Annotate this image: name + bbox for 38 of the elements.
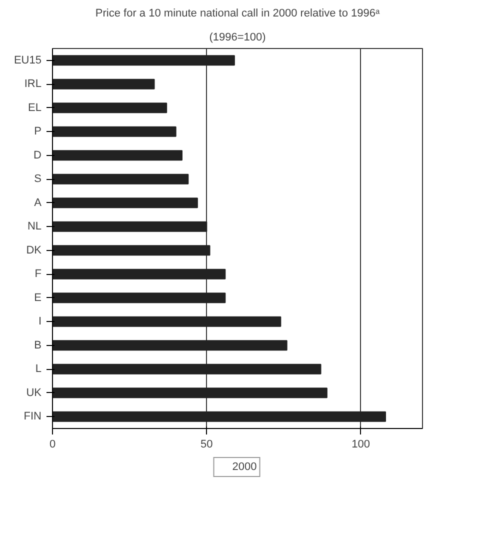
bar bbox=[52, 174, 189, 184]
bar bbox=[52, 292, 226, 304]
y-tick-label: B bbox=[34, 339, 42, 352]
y-tick-label: D bbox=[34, 149, 42, 162]
y-tick-label: UK bbox=[26, 386, 42, 399]
x-tick-label: 100 bbox=[352, 438, 370, 450]
bar bbox=[52, 340, 288, 351]
y-tick-label: FIN bbox=[24, 410, 42, 423]
text: 2000 bbox=[232, 461, 257, 473]
y-tick-label: NL bbox=[27, 220, 42, 233]
y-tick-label: IRL bbox=[24, 78, 42, 90]
y-tick-label: EL bbox=[28, 102, 42, 114]
bar bbox=[52, 268, 226, 280]
bar bbox=[52, 55, 235, 66]
bar bbox=[52, 388, 328, 398]
x-tick-label: 50 bbox=[200, 438, 213, 450]
bar bbox=[52, 245, 210, 256]
y-tick-label: DK bbox=[26, 244, 42, 256]
y-tick-label: F bbox=[34, 268, 42, 280]
bar bbox=[52, 78, 155, 90]
x-tick-label: 0 bbox=[49, 438, 56, 450]
y-tick-label: A bbox=[34, 196, 42, 209]
y-tick-label: P bbox=[34, 126, 42, 138]
bar bbox=[52, 150, 182, 161]
chart-subtitle: (1996=100) bbox=[209, 32, 266, 44]
bar bbox=[52, 198, 198, 208]
bar bbox=[52, 221, 208, 232]
y-tick-label: EU15 bbox=[14, 54, 42, 66]
bar bbox=[52, 411, 386, 422]
bar bbox=[52, 316, 282, 327]
bar bbox=[52, 364, 322, 374]
chart-title: Price for a 10 minute national call in 2000 relative to 1996ᵃ bbox=[95, 8, 380, 20]
bar bbox=[52, 102, 168, 114]
y-tick-label: S bbox=[34, 173, 42, 186]
y-tick-label: E bbox=[34, 292, 42, 304]
bar bbox=[52, 126, 176, 137]
y-tick-label: I bbox=[38, 316, 42, 328]
y-tick-label: L bbox=[35, 363, 42, 376]
